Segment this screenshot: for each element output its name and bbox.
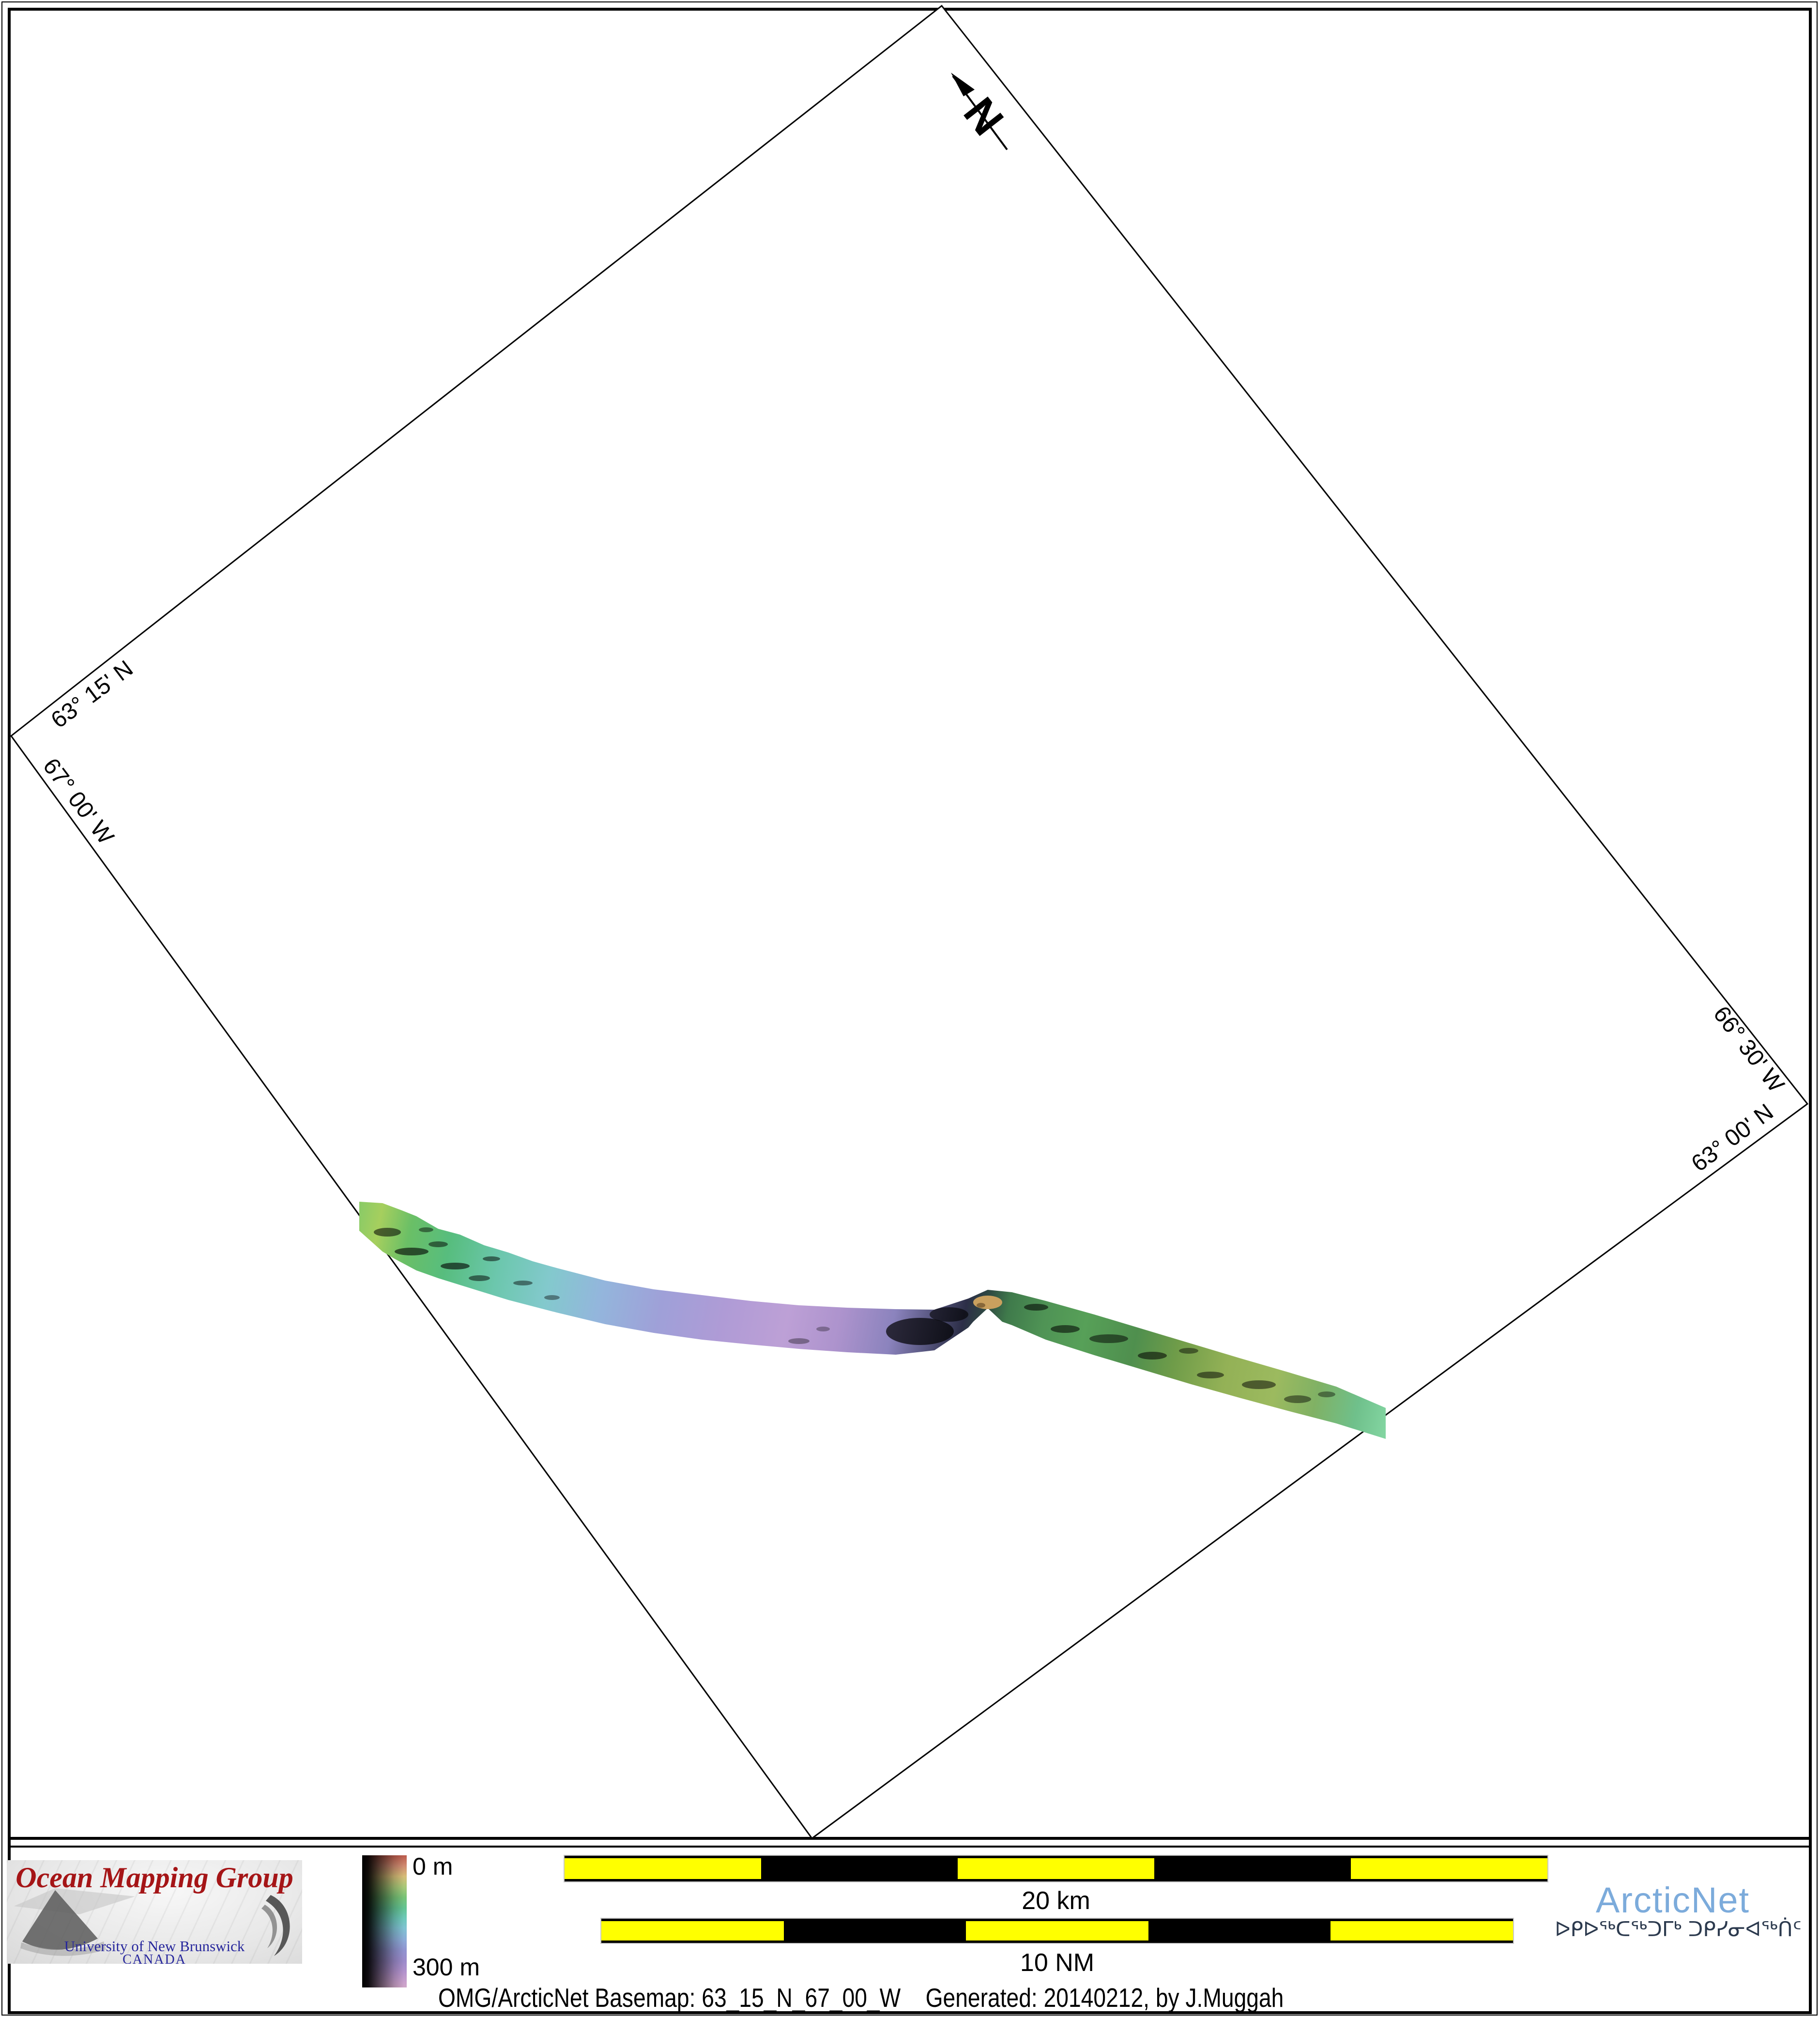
depth-colorbar <box>362 1855 407 1987</box>
scalebar-segment <box>1351 1856 1547 1881</box>
arcticnet-inuktitut-text: ᐅᑭᐅᖅᑕᖅᑐᒥᒃ ᑐᑭᓯᓂᐊᖅᑏᑦ <box>1555 1917 1802 1941</box>
scalebar-km-label: 20 km <box>1022 1887 1090 1915</box>
swath-band <box>359 1202 1386 1439</box>
scalebar-nm-label: 10 NM <box>1020 1949 1095 1977</box>
scalebar-segment <box>761 1856 958 1881</box>
basemap-caption: OMG/ArcticNet Basemap: 63_15_N_67_00_W G… <box>438 1983 1284 2013</box>
map-frame-bottom-line <box>8 1837 1812 1840</box>
page-inner-border <box>8 8 1812 2014</box>
swath-shadow-texture <box>374 1227 1335 1403</box>
scalebar-segment <box>565 1856 761 1881</box>
north-arrow-head <box>951 73 975 96</box>
omg-country: CANADA <box>122 1952 186 1964</box>
omg-logo-art <box>14 1888 290 1956</box>
scalebar-segment <box>1154 1856 1351 1881</box>
shaded-relief-swirl <box>266 1895 290 1956</box>
omg-logo: Ocean Mapping Group University of New Br… <box>7 1860 302 1964</box>
colorbar-max-label: 300 m <box>413 1954 480 1981</box>
scalebar-segment <box>966 1919 1148 1943</box>
bathymetry-swath <box>359 1202 1386 1439</box>
scalebar-nautical-miles <box>600 1918 1514 1944</box>
shaded-relief-swirl-inner <box>261 1905 277 1948</box>
omg-subtitle: University of New Brunswick <box>64 1938 245 1955</box>
colorbar-min-label: 0 m <box>413 1853 453 1880</box>
scalebar-segment <box>1331 1919 1513 1943</box>
scalebar-segment <box>783 1919 966 1943</box>
map-boundary-diamond <box>10 4 1809 1840</box>
scalebar-segment <box>601 1919 784 1943</box>
scalebar-kilometres <box>564 1855 1548 1882</box>
sonar-fan-base <box>20 1941 106 1956</box>
omg-title: Ocean Mapping Group <box>15 1862 293 1894</box>
swath-shallow-bump <box>973 1296 1002 1309</box>
scalebar-segment <box>1148 1919 1331 1943</box>
sonar-fan-shape <box>22 1890 98 1950</box>
scalebar-segment <box>958 1856 1154 1881</box>
arcticnet-logo: ArcticNet <box>1595 1880 1750 1920</box>
swath-shallow-bump-shadow <box>977 1303 985 1308</box>
legend-divider-line <box>8 1846 1812 1848</box>
